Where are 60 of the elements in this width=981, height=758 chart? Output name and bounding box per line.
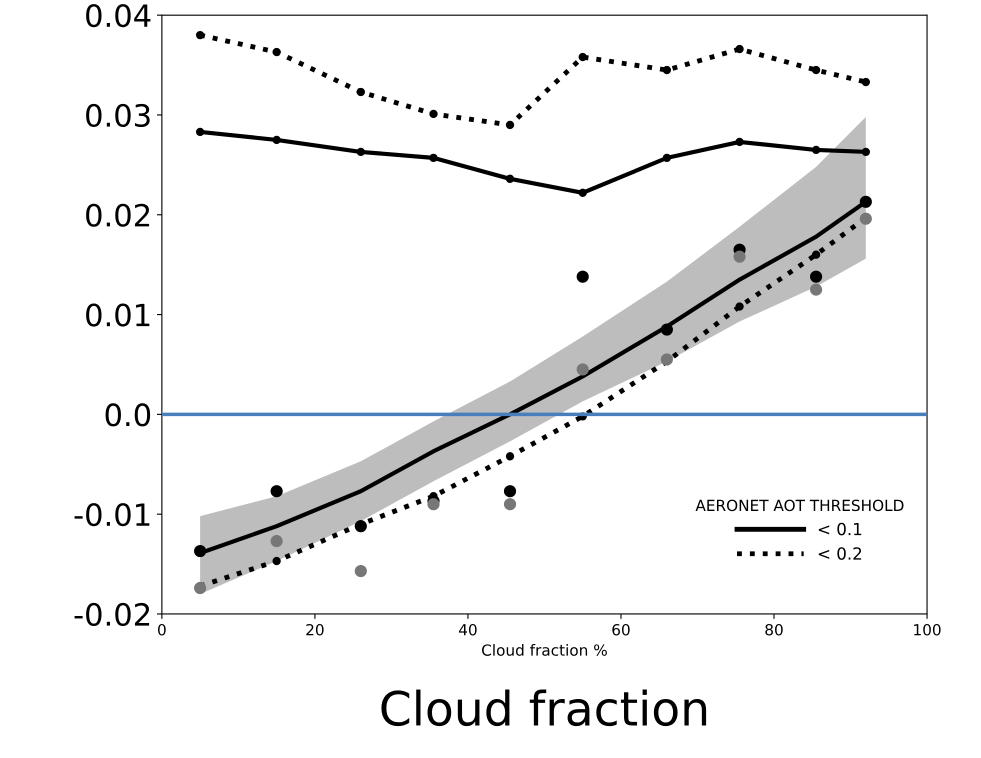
legend-label: < 0.1 — [818, 522, 862, 536]
point — [194, 582, 206, 594]
point — [272, 136, 281, 144]
y-tick-label: 0.04 — [86, 4, 150, 28]
legend-title: AERONET AOT THRESHOLD — [696, 500, 904, 512]
point — [576, 270, 589, 283]
point — [860, 196, 872, 208]
point — [427, 498, 440, 510]
point — [860, 212, 872, 225]
point — [735, 138, 744, 146]
point — [662, 154, 672, 162]
point — [196, 30, 204, 40]
y-tick-label: -0.01 — [74, 503, 150, 526]
point — [356, 88, 365, 96]
point — [354, 564, 367, 578]
point — [578, 52, 587, 62]
point — [272, 48, 281, 56]
point — [506, 452, 514, 460]
point — [272, 556, 281, 566]
point — [506, 120, 514, 130]
y-tick-label: -0.02 — [74, 602, 150, 626]
point — [270, 535, 283, 548]
point — [194, 545, 206, 558]
point — [735, 302, 744, 311]
point — [576, 363, 589, 376]
point — [354, 520, 367, 532]
point — [270, 485, 283, 498]
point — [196, 128, 204, 136]
point — [504, 498, 516, 510]
x-axis-title: Cloud fraction % — [482, 644, 607, 656]
point — [735, 44, 744, 54]
point — [356, 148, 365, 156]
point — [429, 154, 438, 162]
point — [660, 353, 673, 366]
point — [662, 66, 672, 74]
x-tick-label: 20 — [306, 624, 324, 636]
point — [862, 78, 870, 86]
y-tick-label: 0.0 — [106, 403, 150, 426]
x-tick-label: 80 — [765, 624, 783, 636]
text: Cloud fraction — [381, 690, 706, 726]
y-tick-label: 0.01 — [86, 304, 150, 327]
point — [504, 485, 516, 498]
point — [862, 148, 870, 156]
x-tick-label: 40 — [458, 624, 477, 636]
point — [429, 110, 438, 118]
y-tick-label: 0.02 — [86, 204, 150, 227]
x-tick-label: 0 — [158, 624, 166, 636]
point — [812, 146, 820, 154]
point — [810, 284, 822, 296]
point — [506, 174, 514, 184]
x-tick-label: 60 — [612, 624, 630, 636]
point — [578, 188, 587, 197]
x-tick-label: 100 — [914, 624, 941, 636]
legend-label: < 0.2 — [818, 547, 862, 560]
point — [660, 323, 673, 336]
point — [812, 250, 820, 259]
point — [812, 66, 820, 74]
point — [734, 250, 746, 263]
y-tick-label: 0.03 — [86, 104, 150, 128]
point — [810, 270, 822, 283]
